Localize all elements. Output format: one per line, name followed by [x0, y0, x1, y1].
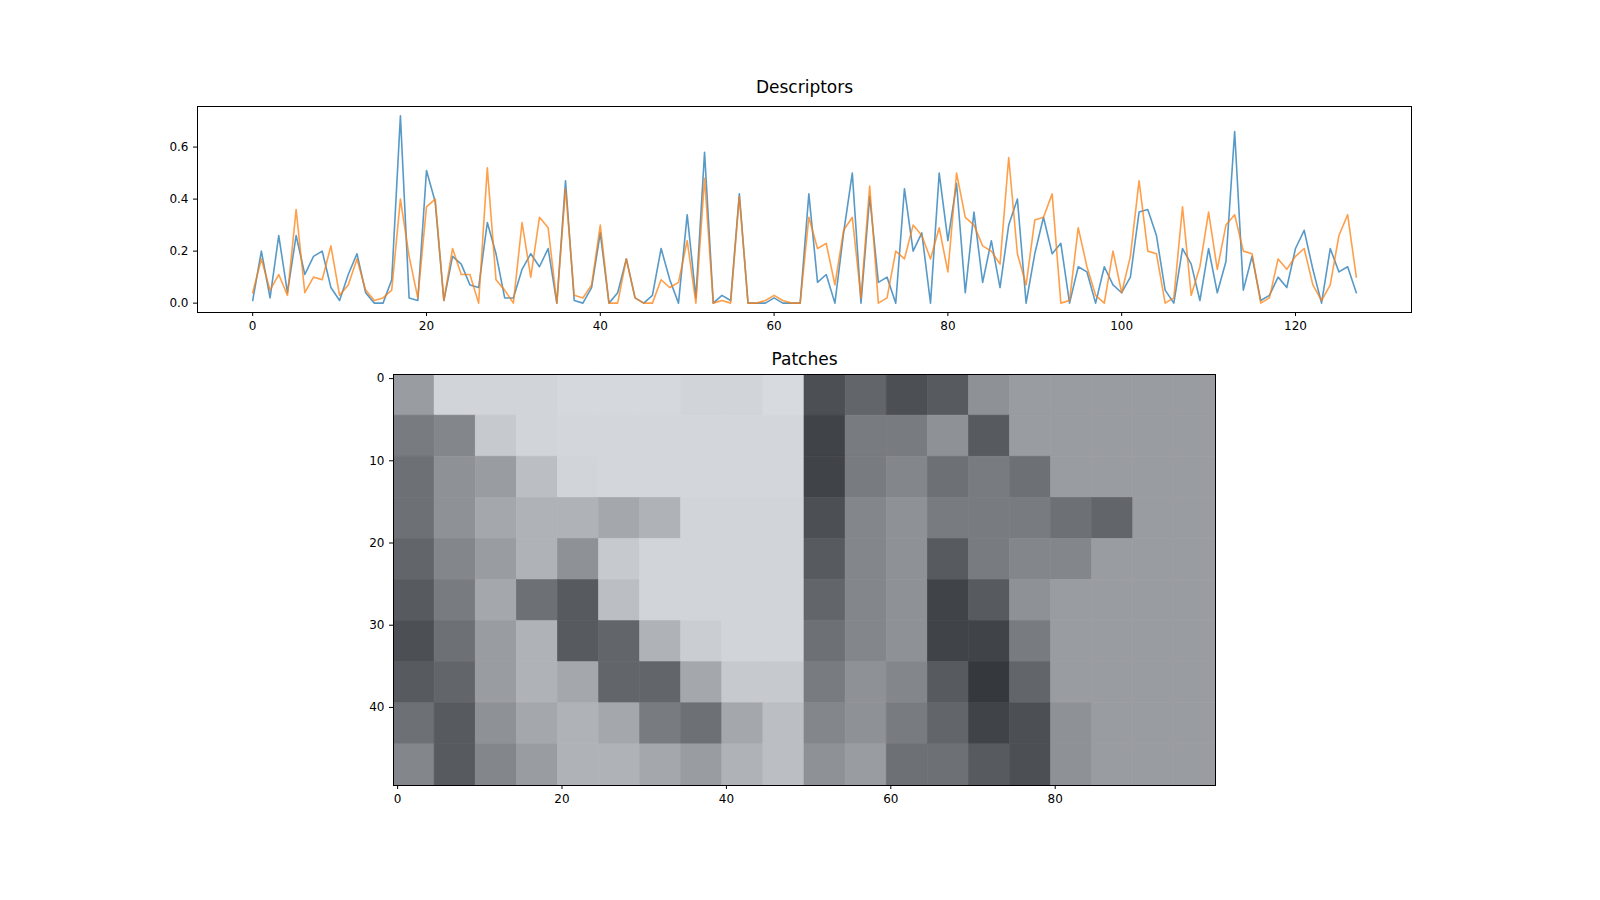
svg-text:0: 0: [394, 792, 402, 806]
svg-text:0: 0: [249, 319, 257, 333]
svg-text:0.4: 0.4: [169, 192, 188, 206]
svg-text:20: 20: [369, 536, 384, 550]
svg-text:0.2: 0.2: [169, 244, 188, 258]
svg-text:30: 30: [369, 618, 384, 632]
svg-text:Descriptors: Descriptors: [756, 77, 853, 97]
svg-text:0.0: 0.0: [169, 296, 188, 310]
svg-text:20: 20: [419, 319, 434, 333]
svg-text:80: 80: [940, 319, 955, 333]
svg-text:80: 80: [1048, 792, 1063, 806]
svg-text:40: 40: [369, 700, 384, 714]
svg-text:100: 100: [1110, 319, 1133, 333]
svg-text:40: 40: [719, 792, 734, 806]
svg-text:60: 60: [766, 319, 781, 333]
svg-text:60: 60: [883, 792, 898, 806]
svg-text:0: 0: [377, 371, 385, 385]
svg-text:20: 20: [554, 792, 569, 806]
svg-text:10: 10: [369, 454, 384, 468]
svg-text:0.6: 0.6: [169, 140, 188, 154]
svg-text:40: 40: [593, 319, 608, 333]
svg-text:Patches: Patches: [771, 349, 837, 369]
svg-text:120: 120: [1284, 319, 1307, 333]
